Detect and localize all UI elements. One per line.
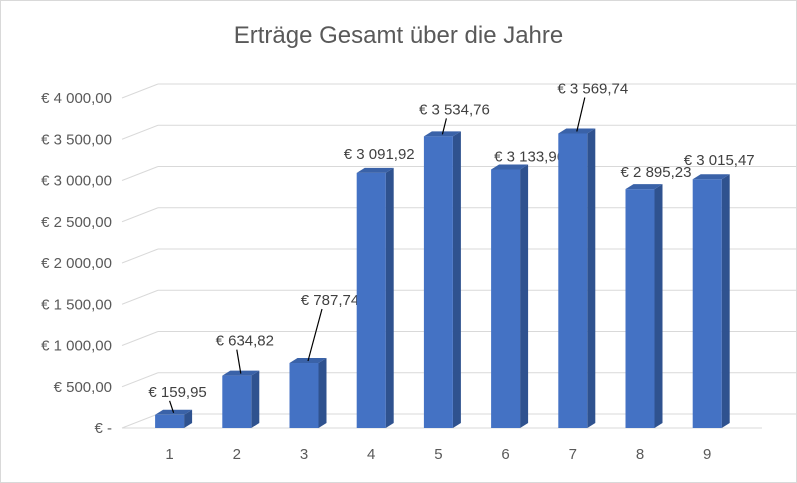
y-tick-label: € 1 500,00 xyxy=(41,296,112,313)
gridline-side xyxy=(121,372,159,388)
bar-top xyxy=(625,184,663,190)
x-tick-label: 6 xyxy=(501,446,509,463)
data-label-leader xyxy=(169,400,175,413)
bar-top xyxy=(491,164,529,170)
data-label: € 3 091,92 xyxy=(344,146,415,163)
data-label: € 159,95 xyxy=(148,384,206,401)
bar xyxy=(558,133,588,428)
y-tick-label: € 2 000,00 xyxy=(41,255,112,272)
bar xyxy=(625,189,655,428)
gridline-side xyxy=(121,289,159,305)
data-label-leader xyxy=(441,118,447,135)
data-label: € 2 895,23 xyxy=(621,164,692,181)
bar-top xyxy=(356,167,394,173)
bar xyxy=(491,169,521,428)
y-tick-label: € 500,00 xyxy=(54,379,112,396)
bar xyxy=(222,375,252,428)
bar-side xyxy=(654,184,663,428)
y-tick-label: € 3 500,00 xyxy=(41,131,112,148)
bar-side xyxy=(184,409,193,428)
y-tick-label: € 3 000,00 xyxy=(41,173,112,190)
x-tick-label: 3 xyxy=(300,446,308,463)
chart-title: Erträge Gesamt über die Jahre xyxy=(233,22,564,49)
data-label-leader xyxy=(236,349,242,374)
bar-side xyxy=(452,131,461,428)
bar-side xyxy=(587,128,596,428)
y-tick-label: € 2 500,00 xyxy=(41,214,112,231)
x-tick-label: 8 xyxy=(636,446,644,463)
gridline-side xyxy=(121,124,159,140)
y-tick-label: € 4 000,00 xyxy=(41,90,112,107)
bar-side xyxy=(721,174,730,428)
x-tick-label: 5 xyxy=(434,446,442,463)
bar-side xyxy=(318,358,327,428)
gridline-side xyxy=(121,166,159,181)
data-label: € 3 133,96 xyxy=(494,148,565,165)
bar xyxy=(692,179,722,428)
x-tick-label: 2 xyxy=(233,446,241,463)
bar-side xyxy=(251,370,260,428)
x-tick-label: 9 xyxy=(703,446,711,463)
data-label: € 634,82 xyxy=(216,333,274,350)
data-label: € 3 534,76 xyxy=(419,101,490,118)
data-label-leader xyxy=(307,308,323,362)
gridline-side xyxy=(121,248,159,264)
bar-top xyxy=(692,174,730,180)
gridline-side xyxy=(121,83,159,99)
bar xyxy=(289,363,319,428)
x-tick-label: 7 xyxy=(569,446,577,463)
gridline-side xyxy=(121,413,159,429)
x-tick-label: 1 xyxy=(165,446,173,463)
bar-side xyxy=(520,164,529,428)
gridline-side xyxy=(121,331,159,346)
bar xyxy=(356,172,386,428)
bar xyxy=(155,414,185,428)
data-label: € 787,74 xyxy=(301,292,359,309)
data-label: € 3 015,47 xyxy=(684,152,755,169)
bar-side xyxy=(385,167,394,428)
gridline-side xyxy=(121,207,159,223)
y-tick-label: € 1 000,00 xyxy=(41,338,112,355)
data-label: € 3 569,74 xyxy=(557,80,628,97)
data-label-leader xyxy=(576,97,586,132)
x-tick-label: 4 xyxy=(367,446,375,463)
bar xyxy=(423,136,453,428)
y-tick-label: € - xyxy=(94,420,112,437)
